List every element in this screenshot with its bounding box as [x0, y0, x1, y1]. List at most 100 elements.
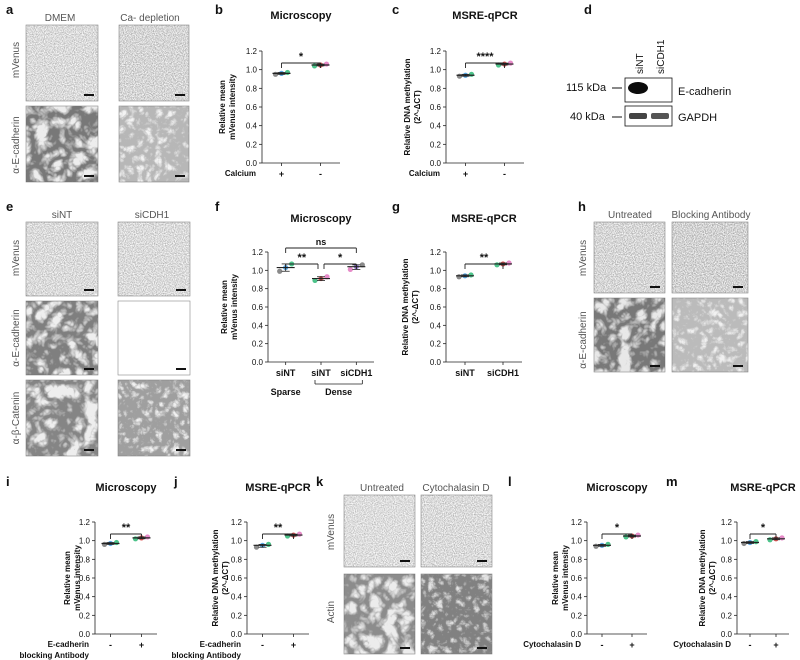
x-tick-label: + — [463, 169, 468, 179]
sig-label: ** — [122, 522, 131, 534]
chart-l: l Microscopy 0.0 0.2 0.4 0.6 0.8 1.0 1.2 Relative… — [508, 474, 648, 650]
data-point — [507, 60, 514, 66]
y-tick-label: 0.6 — [571, 574, 583, 583]
micrograph — [25, 300, 99, 376]
chart-i: i Microscopy 0.0 0.2 0.4 0.6 0.8 1.0 1.2 Relative… — [6, 474, 157, 660]
chart-title: Microscopy — [586, 482, 648, 494]
panel-letter: e — [6, 199, 13, 214]
y-tick-label: 0.6 — [430, 303, 442, 312]
y-tick-label: 0.8 — [571, 555, 583, 564]
y-axis-label: Relative mean — [220, 280, 229, 334]
x-tick-label: - — [503, 169, 506, 179]
chart-title: MSRE-qPCR — [452, 10, 517, 22]
y-tick-label: 0.8 — [231, 555, 243, 564]
band-label-e-cadherin: E-cadherin — [678, 86, 731, 98]
micrograph — [118, 105, 190, 183]
chart-j: j MSRE-qPCR 0.0 0.2 0.4 0.6 0.8 1.0 1.2 Relative … — [172, 474, 311, 660]
data-point — [132, 536, 139, 542]
y-tick-label: 0.4 — [430, 321, 442, 330]
col-label-sicdh1: siCDH1 — [135, 210, 170, 221]
chart-c: c MSRE-qPCR 0.0 0.2 0.4 0.6 0.8 1.0 1.2 Relative … — [392, 2, 524, 179]
panel-letter: g — [392, 199, 400, 214]
x-tick-label: - — [749, 640, 752, 650]
x-tick-label: + — [629, 640, 634, 650]
y-tick-label: 1.2 — [79, 518, 91, 527]
y-tick-label: 1.0 — [231, 537, 243, 546]
y-axis-label: mVenus intensity — [73, 545, 82, 611]
panel-letter: b — [215, 2, 223, 17]
micrograph — [343, 494, 416, 568]
data-point — [323, 61, 330, 67]
x-tick-label: - — [261, 640, 264, 650]
data-point — [753, 539, 759, 545]
y-tick-label: 0.0 — [430, 159, 442, 168]
micrograph — [420, 573, 493, 655]
x-tick-label: - — [109, 640, 112, 650]
sig-label: ** — [298, 252, 307, 264]
micrograph — [593, 221, 666, 294]
y-tick-label: 0.2 — [721, 611, 733, 620]
data-point — [506, 260, 512, 266]
chart-g: g MSRE-qPCR 0.0 0.2 0.4 0.6 0.8 1.0 1.2 Relative … — [392, 199, 522, 378]
x-tick-label: siNT — [311, 368, 331, 378]
sig-label: ns — [316, 237, 327, 247]
panel-letter: k — [316, 474, 324, 489]
panel-letter: a — [6, 2, 14, 17]
y-tick-label: 1.0 — [721, 537, 733, 546]
y-axis-label: Relative mean — [551, 551, 560, 605]
data-point — [741, 540, 747, 547]
marker-115kda: 115 kDa — [566, 82, 607, 94]
y-tick-label: 0.8 — [721, 555, 733, 564]
chart-b: b Microscopy 0.0 0.2 0.4 0.6 0.8 1.0 1.2 Relative… — [215, 2, 340, 179]
y-tick-label: 1.2 — [571, 518, 583, 527]
y-axis-label: mVenus intensity — [230, 274, 239, 340]
y-tick-label: 1.2 — [231, 518, 243, 527]
chart-title: MSRE-qPCR — [245, 482, 310, 494]
row-label-mvenus: mVenus — [326, 514, 337, 550]
col-label-cytochalasin-d: Cytochalasin D — [422, 483, 489, 494]
y-tick-label: 0.0 — [571, 630, 583, 639]
y-tick-label: 1.2 — [721, 518, 733, 527]
panel-letter: f — [215, 199, 220, 214]
y-tick-label: 0.2 — [246, 140, 258, 149]
chart-title: Microscopy — [290, 213, 352, 225]
data-point — [456, 73, 463, 79]
x-axis-title: Calcium — [225, 169, 256, 178]
y-axis-label: Relative mean — [63, 551, 72, 605]
row-label-e-cadherin: α-E-cadherin — [578, 311, 589, 368]
y-tick-label: 0.2 — [571, 611, 583, 620]
col-label-untreated: Untreated — [608, 210, 652, 221]
chart-title: MSRE-qPCR — [451, 213, 516, 225]
row-label-b-catenin: α-β-Catenin — [11, 392, 22, 445]
sig-label: ** — [274, 522, 283, 534]
y-tick-label: 1.0 — [430, 266, 442, 275]
scale-bar — [400, 560, 487, 649]
col-label-ca-depletion: Ca- depletion — [120, 13, 179, 24]
data-point — [277, 268, 283, 274]
x-axis-title: E-cadherin — [48, 640, 89, 649]
x-axis-title: Calcium — [409, 169, 440, 178]
data-point — [311, 63, 318, 69]
data-point — [113, 539, 120, 546]
y-tick-label: 0.2 — [430, 340, 442, 349]
panel-letter: h — [578, 199, 586, 214]
data-point — [284, 69, 291, 76]
scale-bar — [84, 289, 186, 451]
charts: b Microscopy 0.0 0.2 0.4 0.6 0.8 1.0 1.2 Relative… — [6, 2, 796, 660]
y-tick-label: 1.2 — [430, 47, 442, 56]
x-tick-label: siCDH1 — [340, 368, 372, 378]
y-tick-label: 1.0 — [252, 266, 264, 275]
data-point — [265, 541, 272, 548]
x-axis-title: blocking Antibody — [172, 651, 242, 660]
y-tick-label: 0.4 — [79, 593, 91, 602]
y-tick-label: 0.8 — [79, 555, 91, 564]
y-tick-label: 0.6 — [430, 103, 442, 112]
data-point — [779, 535, 785, 541]
y-tick-label: 0.6 — [231, 574, 243, 583]
y-axis-label: mVenus intensity — [228, 74, 237, 140]
scale-bar — [650, 286, 743, 367]
micrograph — [420, 494, 493, 568]
y-tick-label: 0.2 — [79, 611, 91, 620]
panel-k: k Untreated Cytochalasin D mVenus Actin — [316, 474, 493, 655]
y-axis-label: Relative mean — [218, 80, 227, 134]
